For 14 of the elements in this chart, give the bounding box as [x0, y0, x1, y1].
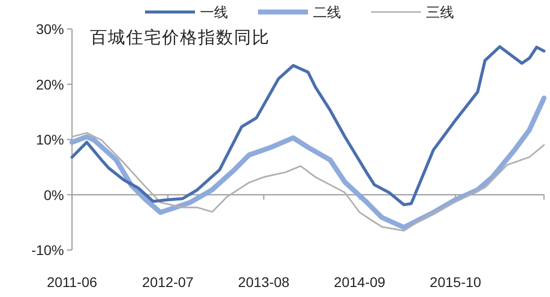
legend-label: 三线 [426, 4, 454, 20]
y-tick-label: 10% [36, 132, 64, 148]
x-tick-label: 2012-07 [142, 274, 194, 290]
y-tick-label: 30% [36, 21, 64, 37]
y-tick-label: -10% [31, 242, 64, 258]
y-tick-label: 0% [44, 186, 64, 203]
x-tick-label: 2014-09 [334, 274, 386, 290]
x-tick-label: 2013-08 [238, 274, 290, 290]
y-tick-label: 20% [36, 76, 64, 92]
legend-label: 二线 [313, 4, 341, 20]
x-tick-label: 2011-06 [46, 274, 98, 290]
chart-title: 百城住宅价格指数同比 [90, 28, 270, 47]
legend-label: 一线 [200, 4, 228, 20]
x-tick-label: 2015-10 [430, 274, 482, 290]
